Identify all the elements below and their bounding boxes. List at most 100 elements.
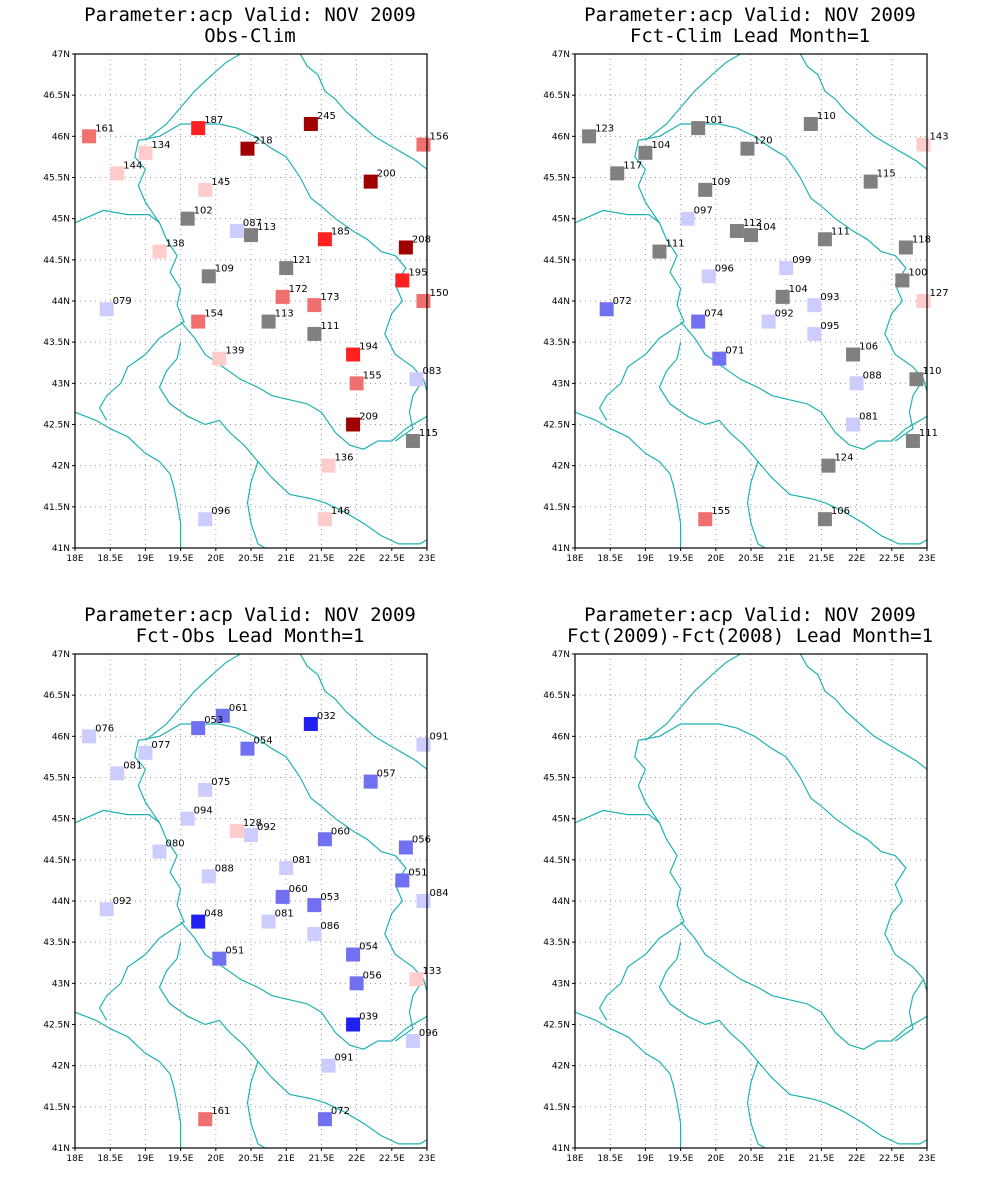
y-tick-label: 47N [552, 650, 570, 660]
station-label: 086 [320, 921, 339, 932]
station-marker [599, 302, 614, 317]
gridlines [75, 654, 427, 1148]
station-label: 146 [331, 506, 350, 517]
station-marker [275, 889, 290, 904]
gridlines [575, 654, 927, 1148]
station-label: 155 [363, 370, 382, 381]
station-label: 150 [429, 288, 448, 299]
x-tick-label: 22E [848, 554, 865, 564]
station-label: 161 [95, 123, 114, 134]
x-tick-label: 20.5E [738, 1154, 764, 1164]
station-marker [198, 182, 213, 197]
station-marker [321, 1058, 336, 1073]
station-marker [191, 721, 206, 736]
station-label: 115 [419, 428, 438, 439]
station-label: 209 [359, 412, 378, 423]
y-tick-label: 41.5N [543, 503, 570, 513]
station-label: 094 [194, 806, 213, 817]
y-tick-label: 43.5N [543, 338, 570, 348]
x-tick-label: 20.5E [238, 554, 264, 564]
chart-subtitle: Obs-Clim [204, 25, 296, 47]
station-marker [846, 347, 861, 362]
station-marker [416, 737, 431, 752]
station-marker [395, 873, 410, 888]
station-label: 093 [820, 292, 839, 303]
station-label: 104 [757, 222, 776, 233]
y-tick-label: 45.5N [543, 774, 570, 784]
station-marker [201, 269, 216, 284]
y-tick-label: 46N [552, 732, 570, 742]
station-marker [303, 716, 318, 731]
station-label: 111 [919, 428, 938, 439]
station-label: 195 [408, 267, 427, 278]
y-tick-label: 43.5N [543, 938, 570, 948]
station-label: 091 [429, 732, 448, 743]
y-tick-label: 46N [552, 132, 570, 142]
station-marker [405, 1033, 420, 1048]
station-label: 120 [753, 136, 772, 147]
station-label: 194 [359, 342, 378, 353]
station-marker [898, 240, 913, 255]
y-tick-label: 45N [552, 815, 570, 825]
x-tick-label: 23E [418, 554, 435, 564]
x-tick-label: 19.5E [168, 554, 194, 564]
station-marker [303, 116, 318, 131]
station-marker [398, 240, 413, 255]
station-marker [317, 232, 332, 247]
station-label: 218 [253, 136, 272, 147]
y-tick-label: 44N [552, 297, 570, 307]
station-marker [817, 232, 832, 247]
station-label: 092 [113, 896, 132, 907]
station-label: 088 [863, 370, 882, 381]
station-label: 076 [95, 723, 114, 734]
station-marker [191, 121, 206, 136]
x-tick-label: 22E [848, 1154, 865, 1164]
y-tick-label: 43N [52, 979, 70, 989]
map-panel-fct-diff: Parameter:acp Valid: NOV 2009 Fct(2009)-F… [500, 600, 1000, 1200]
station-marker [346, 347, 361, 362]
station-label: 096 [211, 506, 230, 517]
x-tick-label: 19E [637, 1154, 654, 1164]
y-tick-label: 44N [52, 897, 70, 907]
x-tick-label: 19E [137, 1154, 154, 1164]
station-marker [416, 894, 431, 908]
station-marker [212, 951, 227, 966]
y-tick-label: 45N [52, 815, 70, 825]
station-marker [317, 512, 332, 527]
station-label: 156 [429, 132, 448, 143]
station-marker [99, 902, 114, 917]
station-label: 161 [211, 1106, 230, 1117]
station-marker [582, 129, 597, 144]
y-tick-label: 44.5N [543, 856, 570, 866]
station-label: 054 [359, 942, 378, 953]
map-svg: Parameter:acp Valid: NOV 2009Fct(2009)-F… [543, 604, 936, 1164]
station-marker [138, 145, 153, 160]
y-tick-label: 46N [52, 732, 70, 742]
y-tick-label: 41N [552, 544, 570, 554]
y-tick-label: 44N [552, 897, 570, 907]
station-label: 095 [820, 321, 839, 332]
station-marker [82, 729, 97, 744]
y-tick-label: 41N [552, 1144, 570, 1154]
station-marker [698, 182, 713, 197]
y-tick-label: 44.5N [43, 856, 70, 866]
x-tick-label: 21.5E [309, 1154, 335, 1164]
station-marker [279, 861, 294, 876]
station-marker [229, 824, 244, 839]
map-panel-obs-clim: Parameter:acp Valid: NOV 2009 Obs-Clim 161… [0, 0, 500, 600]
station-label: 134 [151, 140, 170, 151]
y-tick-label: 46.5N [43, 91, 70, 101]
station-marker [863, 174, 878, 189]
station-label: 124 [834, 453, 853, 464]
station-label: 187 [204, 115, 223, 126]
station-label: 072 [331, 1106, 350, 1117]
y-tick-label: 42N [552, 462, 570, 472]
station-marker [152, 244, 167, 259]
station-marker [198, 782, 213, 797]
station-marker [307, 926, 322, 941]
y-tick-label: 46.5N [43, 691, 70, 701]
country-borders [575, 54, 927, 548]
station-marker [321, 458, 336, 473]
